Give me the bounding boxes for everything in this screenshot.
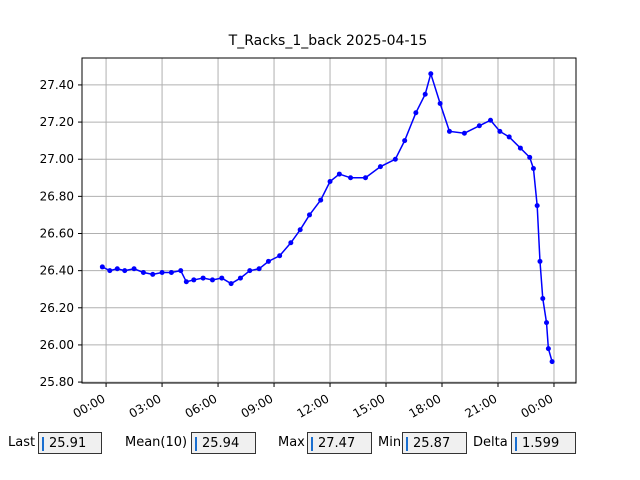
x-tick-label: 18:00 bbox=[407, 391, 444, 420]
x-tick-label: 06:00 bbox=[183, 391, 220, 420]
data-point bbox=[377, 164, 383, 170]
x-tick-label: 00:00 bbox=[71, 391, 108, 420]
y-tick-label: 26.20 bbox=[40, 301, 74, 315]
data-point bbox=[122, 268, 128, 274]
data-point bbox=[306, 212, 312, 218]
y-tick-label: 27.20 bbox=[40, 115, 74, 129]
data-point bbox=[209, 277, 215, 283]
data-point bbox=[99, 264, 105, 270]
data-point bbox=[549, 359, 555, 365]
data-point bbox=[534, 203, 540, 209]
data-point bbox=[140, 270, 146, 275]
data-line bbox=[102, 71, 553, 362]
stat-label: Last bbox=[8, 435, 36, 450]
data-point bbox=[114, 266, 120, 272]
data-point bbox=[277, 253, 283, 259]
data-point bbox=[265, 258, 271, 264]
plot-frame bbox=[81, 57, 577, 384]
data-point bbox=[288, 240, 294, 246]
data-point bbox=[461, 130, 467, 136]
data-point bbox=[476, 123, 482, 129]
data-point bbox=[318, 197, 324, 203]
data-point bbox=[517, 145, 523, 151]
data-point bbox=[392, 156, 398, 162]
data-point bbox=[544, 320, 550, 326]
data-point bbox=[413, 110, 419, 116]
data-point bbox=[540, 296, 546, 301]
stat-value[interactable]: 25.94 bbox=[191, 432, 256, 454]
data-point bbox=[219, 275, 225, 281]
data-point bbox=[348, 175, 354, 181]
stat-value[interactable]: 1.599 bbox=[511, 432, 576, 454]
chart: T_Racks_1_back 2025-04-15 25.80 26.00 26.2… bbox=[40, 33, 577, 421]
x-tick-label: 00:00 bbox=[519, 391, 556, 420]
y-tick-label: 26.00 bbox=[40, 338, 74, 352]
data-point bbox=[545, 346, 551, 352]
data-point bbox=[191, 277, 197, 283]
data-point bbox=[107, 268, 113, 274]
y-tick-label: 26.80 bbox=[40, 189, 74, 203]
data-point bbox=[131, 266, 137, 272]
x-tick-label: 21:00 bbox=[463, 391, 500, 420]
data-point bbox=[437, 101, 443, 106]
data-point bbox=[159, 270, 165, 275]
stat-value[interactable]: 25.91 bbox=[38, 432, 102, 454]
data-point bbox=[237, 275, 243, 281]
y-tick-label: 26.60 bbox=[40, 227, 74, 241]
y-tick-label: 27.00 bbox=[40, 152, 74, 166]
data-point bbox=[183, 279, 189, 285]
data-point bbox=[527, 154, 533, 160]
stat-label: Min bbox=[378, 435, 402, 450]
data-point bbox=[168, 270, 174, 275]
data-point bbox=[446, 128, 452, 134]
data-point bbox=[256, 266, 262, 272]
data-point bbox=[428, 71, 434, 77]
stat-label: Max bbox=[278, 435, 305, 450]
y-tick-label: 26.40 bbox=[40, 264, 74, 278]
data-point bbox=[537, 258, 543, 264]
stat-value[interactable]: 27.47 bbox=[307, 432, 372, 454]
stat-label: Delta bbox=[473, 435, 508, 450]
data-point bbox=[530, 166, 536, 171]
chart-title: T_Racks_1_back 2025-04-15 bbox=[228, 33, 428, 49]
data-point bbox=[422, 91, 428, 97]
data-point bbox=[506, 134, 512, 140]
data-point bbox=[402, 138, 408, 144]
data-point bbox=[497, 128, 503, 134]
stat-label: Mean(10) bbox=[125, 435, 188, 450]
data-point bbox=[228, 281, 234, 287]
x-tick-label: 12:00 bbox=[295, 391, 332, 420]
data-point bbox=[200, 275, 206, 281]
y-tick-label: 25.80 bbox=[40, 375, 74, 389]
data-point bbox=[297, 227, 303, 233]
data-point bbox=[150, 271, 156, 277]
data-point bbox=[247, 268, 253, 274]
data-point bbox=[488, 117, 494, 123]
data-point bbox=[178, 268, 184, 274]
y-tick-label: 27.40 bbox=[40, 78, 74, 92]
data-point bbox=[362, 175, 368, 181]
x-tick-label: 15:00 bbox=[351, 391, 388, 420]
data-point bbox=[336, 171, 342, 177]
stat-value[interactable]: 25.87 bbox=[402, 432, 467, 454]
x-tick-label: 09:00 bbox=[239, 391, 276, 420]
x-tick-label: 03:00 bbox=[127, 391, 164, 420]
data-point bbox=[327, 179, 333, 184]
